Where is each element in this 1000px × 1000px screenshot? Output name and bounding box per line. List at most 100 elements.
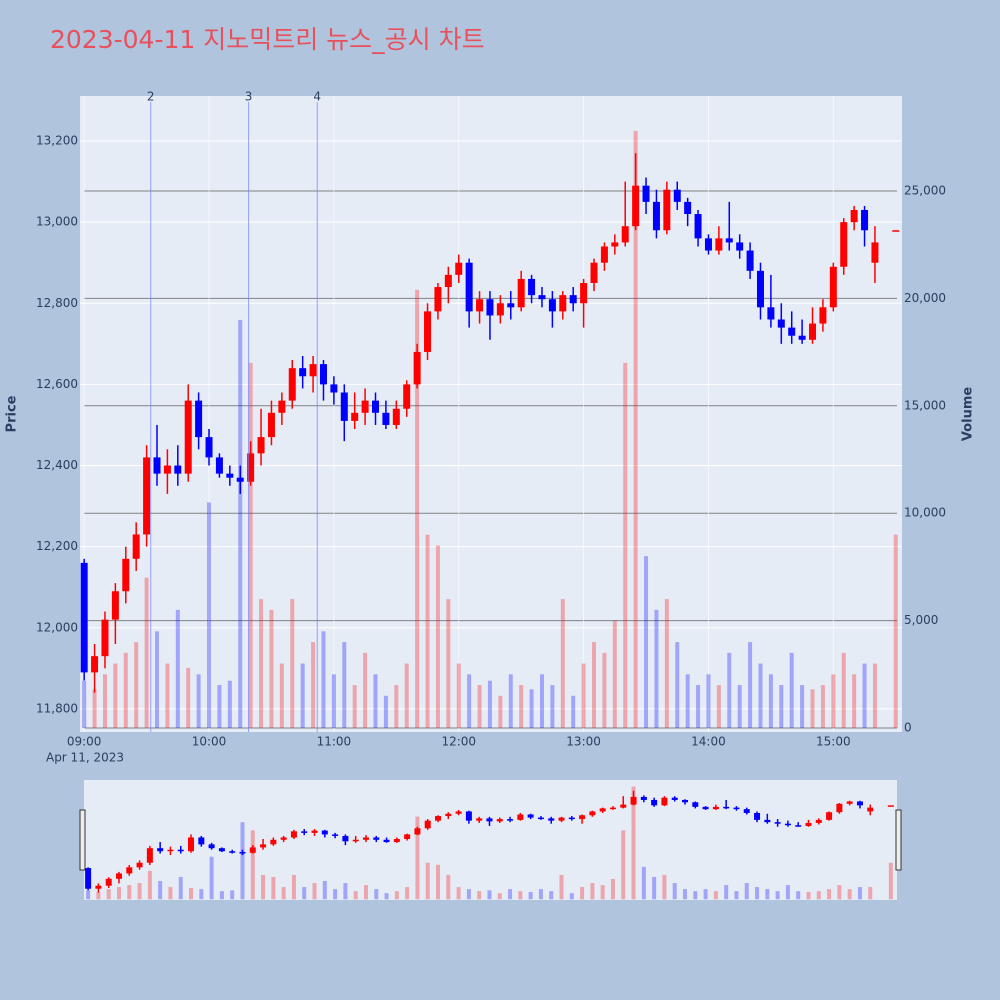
candle-body xyxy=(826,812,833,820)
volume-bar xyxy=(621,830,626,900)
volume-bar xyxy=(435,545,440,729)
candle-body xyxy=(829,266,837,308)
volume-bar xyxy=(868,887,873,900)
candle-body xyxy=(373,837,380,840)
volume-bar xyxy=(165,663,170,729)
volume-bar xyxy=(102,674,107,729)
volume-bar xyxy=(662,874,667,900)
volume-bar xyxy=(569,893,574,900)
volume-bar xyxy=(405,887,410,900)
volume-bar xyxy=(789,652,794,729)
volume-bar xyxy=(685,674,690,729)
volume-bar xyxy=(373,674,378,729)
candle-body xyxy=(309,364,317,377)
candle-body xyxy=(413,351,421,385)
volume-bar xyxy=(893,534,898,729)
candle-body xyxy=(590,262,598,283)
candle-body xyxy=(455,262,463,275)
candle-body xyxy=(85,868,92,889)
volume-bar xyxy=(612,620,617,729)
range-handle-left[interactable] xyxy=(79,809,86,871)
volume-bar xyxy=(311,642,316,729)
candle-body xyxy=(372,400,380,413)
candle-body xyxy=(91,656,99,673)
volume-bar xyxy=(207,502,212,729)
candle-body xyxy=(157,848,164,852)
volume-bar xyxy=(734,891,739,900)
volume-bar xyxy=(857,887,862,900)
y-tick-label: 12,400 xyxy=(36,458,78,472)
volume-bar xyxy=(352,685,357,729)
candle-body xyxy=(537,817,544,820)
volume-bar xyxy=(837,885,842,900)
candle-body xyxy=(784,823,791,826)
candle-body xyxy=(340,392,348,421)
volume-bar xyxy=(727,652,732,729)
candle-body xyxy=(146,848,153,863)
candle-body xyxy=(136,862,143,868)
volume-bar xyxy=(446,874,451,900)
candle-body xyxy=(579,815,586,820)
volume-bar xyxy=(724,885,729,900)
y-tick-label: 12,800 xyxy=(36,296,78,310)
candle-body xyxy=(174,465,182,474)
range-slider[interactable] xyxy=(84,780,897,900)
candle-body xyxy=(205,437,213,458)
candle-body xyxy=(600,246,608,263)
candle-body xyxy=(856,801,863,806)
volume-bar xyxy=(758,663,763,729)
candle-body xyxy=(580,282,588,304)
candle-body xyxy=(218,848,225,852)
candle-body xyxy=(517,814,524,820)
candle-body xyxy=(392,408,400,425)
candle-body xyxy=(609,807,616,810)
candle-body xyxy=(632,185,640,227)
volume-bar xyxy=(279,663,284,729)
candle-body xyxy=(671,797,678,800)
candle-body xyxy=(105,878,112,886)
volume-bar xyxy=(580,887,585,900)
candle-body xyxy=(198,837,205,845)
volume-bar xyxy=(322,881,327,900)
candle-body xyxy=(177,849,184,852)
volume-bar xyxy=(333,889,338,900)
volume-bar xyxy=(290,599,295,729)
y-tick-label: 11,800 xyxy=(36,701,78,715)
volume-bar xyxy=(644,556,649,729)
volume-bar xyxy=(487,890,492,900)
candle-body xyxy=(743,809,750,813)
news-label: 3 xyxy=(245,90,253,104)
candle-body xyxy=(777,319,785,328)
volume-bar xyxy=(384,893,389,900)
candle-body xyxy=(548,299,556,312)
volume-bar xyxy=(477,685,482,729)
volume-bar xyxy=(466,889,471,900)
candle-body xyxy=(361,400,369,413)
candle-body xyxy=(351,412,359,421)
candle-body xyxy=(311,830,318,833)
volume-bar xyxy=(519,685,524,729)
volume-bar xyxy=(683,889,688,900)
candle-body xyxy=(651,799,658,806)
candle-body xyxy=(538,295,546,300)
candle-body xyxy=(290,831,297,838)
volume-bar xyxy=(230,890,235,900)
volume-bar xyxy=(199,889,204,900)
volume-bar xyxy=(631,786,636,900)
y2-tick-label: 10,000 xyxy=(904,506,946,520)
candle-body xyxy=(132,534,140,559)
volume-bar xyxy=(581,663,586,729)
candle-body xyxy=(239,852,246,854)
candle-body xyxy=(836,803,843,813)
candle-body xyxy=(558,817,565,821)
y2-tick-label: 20,000 xyxy=(904,291,946,305)
volume-bar xyxy=(675,642,680,729)
volume-bar xyxy=(623,362,628,729)
candle-body xyxy=(652,201,660,231)
volume-bar xyxy=(610,878,615,900)
volume-bar xyxy=(186,667,191,729)
range-handle-right[interactable] xyxy=(895,809,902,871)
plot-area xyxy=(80,96,902,732)
candle-body xyxy=(559,295,567,312)
candle-body xyxy=(819,307,827,324)
